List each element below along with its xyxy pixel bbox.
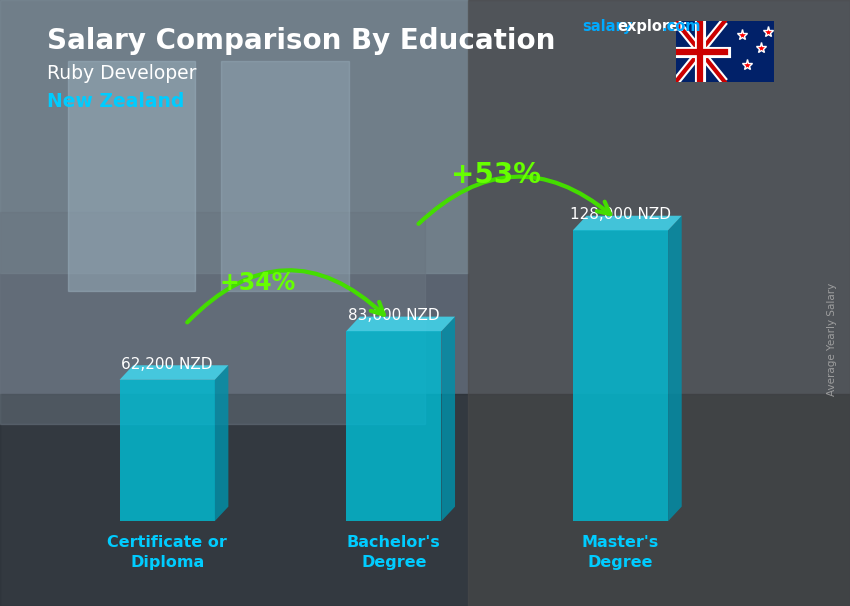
Bar bbox=[0, 0, 468, 273]
Text: +34%: +34% bbox=[219, 271, 296, 295]
Bar bbox=[468, 0, 850, 606]
Polygon shape bbox=[668, 216, 682, 521]
Text: salary: salary bbox=[582, 19, 632, 35]
Text: 128,000 NZD: 128,000 NZD bbox=[570, 207, 671, 222]
Polygon shape bbox=[215, 365, 229, 521]
Text: Average Yearly Salary: Average Yearly Salary bbox=[827, 283, 837, 396]
Polygon shape bbox=[573, 216, 682, 230]
Polygon shape bbox=[120, 380, 215, 521]
Bar bbox=[221, 61, 348, 291]
Text: .com: .com bbox=[661, 19, 700, 35]
Polygon shape bbox=[441, 316, 455, 521]
Text: Salary Comparison By Education: Salary Comparison By Education bbox=[47, 27, 555, 55]
Polygon shape bbox=[346, 331, 441, 521]
Text: New Zealand: New Zealand bbox=[47, 92, 184, 111]
Polygon shape bbox=[120, 365, 229, 380]
Polygon shape bbox=[573, 230, 668, 521]
Text: +53%: +53% bbox=[450, 161, 541, 189]
Text: Ruby Developer: Ruby Developer bbox=[47, 64, 196, 82]
Bar bbox=[68, 61, 196, 291]
Polygon shape bbox=[346, 316, 455, 331]
Bar bbox=[0, 212, 425, 424]
Bar bbox=[0, 394, 850, 606]
Text: explorer: explorer bbox=[617, 19, 687, 35]
Text: 62,200 NZD: 62,200 NZD bbox=[122, 357, 212, 372]
Text: 83,600 NZD: 83,600 NZD bbox=[348, 308, 439, 323]
